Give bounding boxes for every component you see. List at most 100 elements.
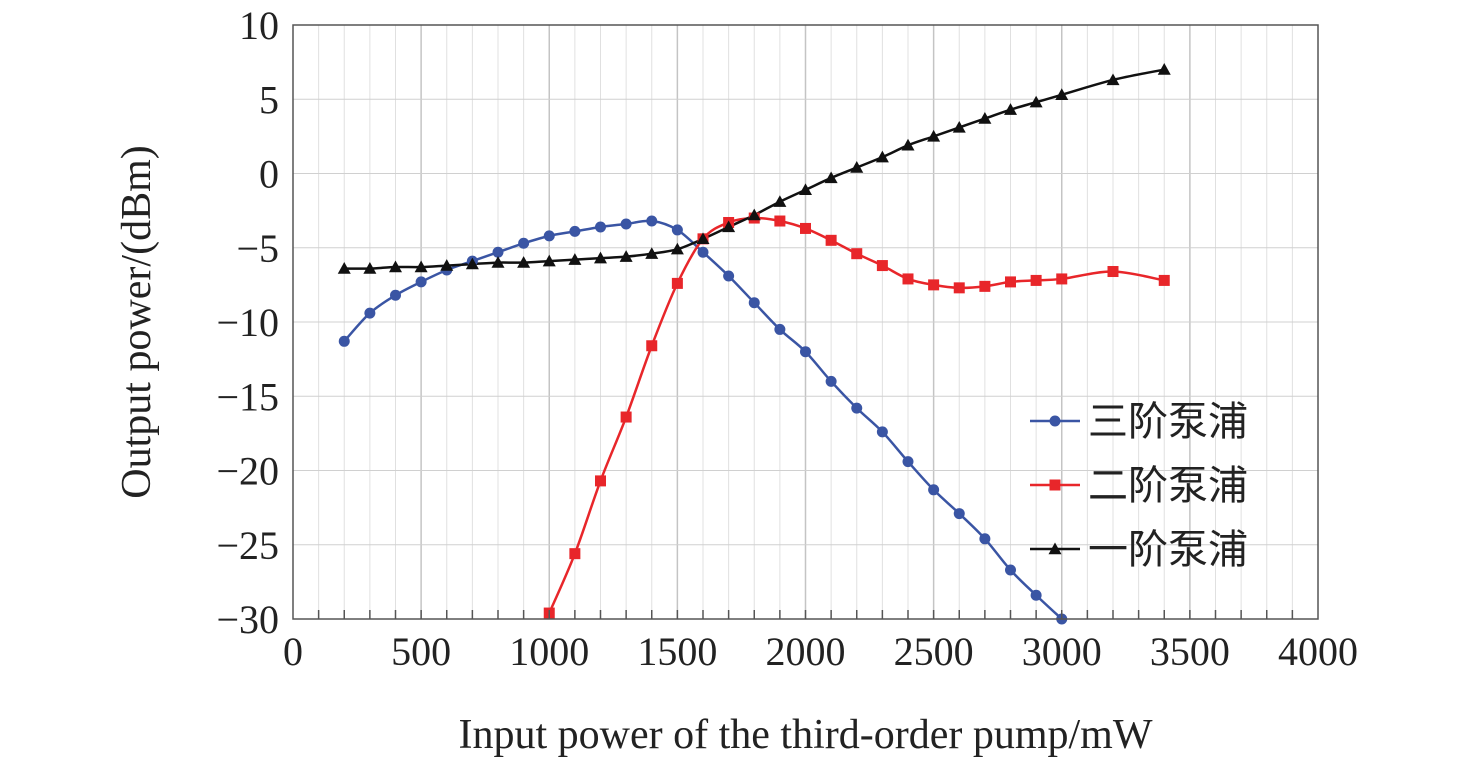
data-point-series-1: [928, 484, 940, 496]
data-point-series-2: [646, 340, 658, 352]
data-point-series-1: [902, 456, 914, 468]
data-point-series-1: [620, 218, 632, 230]
legend-label-3: 一阶泵浦: [1088, 527, 1248, 573]
data-point-series-1: [953, 508, 965, 520]
data-point-series-1: [338, 335, 350, 347]
data-point-series-2: [1107, 266, 1119, 278]
data-point-series-2: [953, 282, 965, 294]
data-point-series-3: [696, 232, 710, 245]
data-point-series-3: [799, 183, 812, 196]
data-point-series-1: [876, 426, 888, 438]
data-point-series-3: [1004, 103, 1017, 115]
data-point-series-3: [747, 208, 761, 221]
data-point-series-2: [928, 279, 940, 291]
data-point-series-2: [851, 248, 863, 260]
data-point-series-3: [850, 161, 864, 173]
grid: [293, 25, 1318, 619]
data-point-series-1: [364, 307, 376, 319]
x-tick-label: 3000: [1022, 629, 1102, 674]
x-tick-label: 2000: [766, 629, 846, 674]
data-point-series-3: [901, 138, 915, 151]
data-point-series-2: [979, 280, 991, 292]
data-point-series-1: [415, 276, 427, 288]
x-tick-label: 4000: [1278, 629, 1358, 674]
y-tick-label: 10: [239, 3, 279, 48]
data-point-series-1: [1005, 564, 1016, 576]
data-point-series-2: [774, 215, 786, 227]
data-point-series-3: [337, 262, 351, 274]
x-tick-label: 500: [391, 629, 451, 674]
data-point-series-3: [542, 254, 556, 267]
data-point-series-3: [1029, 95, 1043, 108]
y-tick-label: −15: [216, 374, 279, 419]
data-point-series-1: [825, 375, 837, 387]
x-axis-label: Input power of the third-order pump/mW: [459, 712, 1153, 758]
data-point-series-2: [620, 411, 632, 423]
legend-label-1: 三阶泵浦: [1088, 399, 1248, 445]
data-point-series-2: [1158, 274, 1170, 286]
data-point-series-2: [825, 234, 837, 246]
data-point-series-2: [1030, 274, 1042, 286]
y-tick-label: −20: [216, 449, 279, 494]
x-tick-label: 3500: [1150, 629, 1230, 674]
x-tick-label: 0: [283, 629, 303, 674]
data-point-series-1: [800, 346, 811, 358]
data-point-series-3: [465, 257, 479, 270]
y-tick-label: −30: [216, 597, 279, 642]
x-tick-label: 1000: [509, 629, 589, 674]
data-point-series-3: [414, 260, 428, 273]
data-point-series-3: [824, 171, 838, 184]
data-point-series-3: [773, 195, 787, 207]
data-point-series-3: [978, 112, 992, 124]
data-point-series-1: [697, 246, 709, 258]
x-tick-label: 2500: [894, 629, 974, 674]
legend-marker-1: [1049, 415, 1061, 427]
x-tick-label: 1500: [637, 629, 717, 674]
y-tick-label: −25: [216, 523, 279, 568]
y-tick-label: −10: [216, 300, 279, 345]
data-point-series-2: [876, 260, 888, 272]
data-point-series-1: [646, 215, 658, 227]
data-point-series-3: [1106, 73, 1120, 86]
data-point-series-3: [440, 259, 454, 271]
legend-label-2: 二阶泵浦: [1088, 463, 1248, 509]
data-point-series-3: [645, 247, 659, 259]
data-point-series-2: [569, 548, 581, 560]
y-axis-ticks: 10 5 0 −5 −10 −15 −20 −25 −30: [216, 3, 279, 642]
data-point-series-3: [491, 256, 505, 268]
data-point-series-2: [800, 222, 811, 234]
data-point-series-1: [748, 297, 760, 309]
data-point-series-3: [1055, 88, 1069, 100]
data-point-series-1: [390, 289, 401, 301]
data-point-series-1: [774, 323, 786, 335]
data-point-series-3: [875, 150, 889, 163]
data-point-series-3: [952, 120, 966, 133]
data-point-series-3: [619, 250, 633, 262]
y-tick-label: −5: [236, 226, 279, 271]
data-point-series-1: [671, 224, 683, 236]
y-axis-label: Output power/(dBm): [114, 145, 160, 498]
data-point-series-2: [671, 277, 683, 289]
data-point-series-1: [518, 237, 530, 249]
data-point-series-1: [595, 221, 606, 233]
data-point-series-3: [389, 260, 402, 273]
data-point-series-3: [594, 251, 607, 264]
x-axis-ticks: 0 500 1000 1500 2000 2500 3000 3500 4000: [283, 610, 1358, 674]
legend-marker-3: [1048, 542, 1062, 555]
data-point-series-2: [902, 273, 914, 285]
data-point-series-2: [1005, 276, 1016, 288]
data-point-series-1: [492, 246, 504, 258]
y-tick-label: 0: [259, 152, 279, 197]
data-point-series-1: [723, 270, 735, 282]
data-point-series-3: [568, 253, 582, 265]
data-point-series-1: [543, 230, 555, 242]
data-point-series-3: [1157, 63, 1171, 75]
data-point-series-3: [517, 256, 531, 268]
data-point-series-3: [363, 262, 377, 274]
data-point-series-3: [722, 220, 736, 233]
y-tick-label: 5: [259, 77, 279, 122]
legend-marker-2: [1049, 479, 1061, 491]
data-point-series-2: [595, 475, 606, 487]
